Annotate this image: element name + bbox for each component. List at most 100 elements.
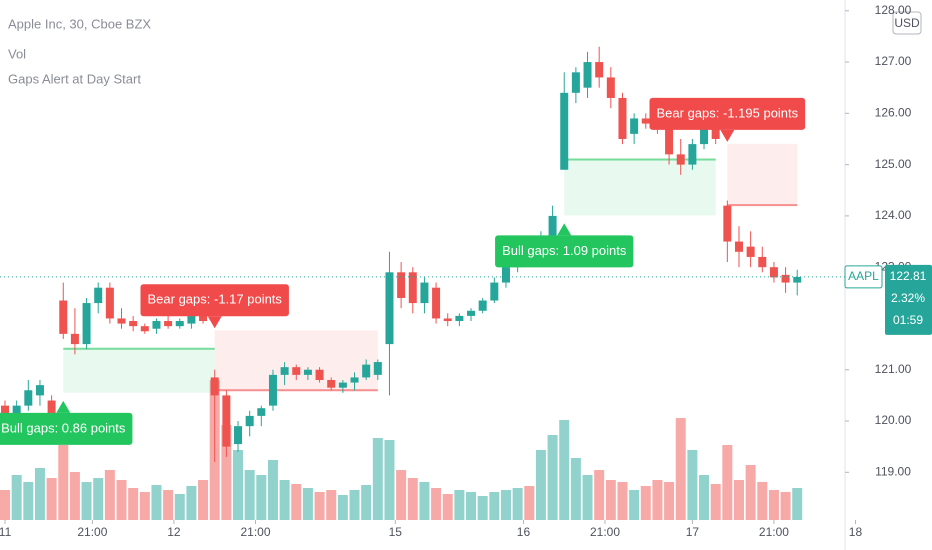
candle-body	[758, 256, 767, 268]
y-tick-label: 120.00	[875, 413, 912, 427]
candle-body	[362, 364, 371, 378]
volume-bar	[489, 492, 500, 520]
x-tick-label: 21:00	[590, 525, 620, 539]
candle-body	[268, 374, 277, 406]
candle-body	[618, 97, 627, 139]
gap-box	[63, 348, 215, 393]
volume-bar	[198, 480, 209, 520]
candle-body	[548, 215, 557, 242]
candle-body	[164, 321, 173, 327]
volume-bar	[792, 488, 803, 520]
volume-bar	[594, 470, 605, 520]
volume-bar	[69, 472, 80, 520]
candle-body	[571, 72, 580, 93]
volume-bar	[768, 490, 779, 520]
volume-bar	[58, 445, 69, 520]
indicator-label: Gaps Alert at Day Start	[8, 71, 141, 86]
candle-body	[583, 62, 592, 88]
gap-label-bg	[495, 235, 634, 268]
volume-bar	[104, 470, 115, 520]
candle-body	[327, 380, 336, 388]
volume-bar	[23, 482, 34, 520]
candle-body	[793, 276, 802, 283]
symbol-tag	[844, 265, 883, 289]
gap-label-bg	[140, 284, 289, 317]
x-tick-label: 16	[517, 525, 531, 539]
volume-bar	[372, 438, 383, 520]
volume-bar	[570, 458, 581, 520]
volume-bar	[745, 465, 756, 520]
gap-label: Bull gaps: 0.86 points	[1, 420, 126, 435]
volume-bar	[361, 485, 372, 520]
volume-bar	[326, 490, 337, 520]
volume-bar	[349, 490, 360, 520]
candle-body	[595, 62, 604, 78]
candle-body	[152, 321, 161, 329]
candle-body	[105, 287, 114, 319]
gap-label-arrow	[56, 400, 71, 413]
candle-body	[303, 369, 312, 375]
candle-body	[199, 313, 208, 322]
volume-bar	[652, 480, 663, 520]
candle-body	[501, 267, 510, 283]
volume-bar	[139, 492, 150, 520]
volume-bar	[186, 486, 197, 520]
candle-body	[35, 385, 44, 396]
candle-body	[338, 382, 347, 388]
candle-body	[455, 315, 464, 322]
candle-body	[676, 154, 685, 165]
volume-bar	[780, 492, 791, 520]
volume-bar	[34, 468, 45, 520]
gap-label-bg	[649, 97, 806, 130]
volume-bar	[337, 495, 348, 520]
candle-body	[478, 300, 487, 311]
volume-bar	[314, 492, 325, 520]
y-tick-label: 125.00	[875, 157, 912, 171]
volume-bar	[291, 484, 302, 520]
gap-label: Bear gaps: -1.17 points	[148, 292, 283, 307]
candle-body	[234, 426, 243, 445]
candle-body	[373, 362, 382, 375]
volume-bar	[419, 482, 430, 520]
candle-body	[665, 113, 674, 155]
volume-bar	[396, 470, 407, 520]
volume-bar	[500, 490, 511, 520]
candle-body	[734, 241, 743, 252]
price-tag-value: 122.81	[890, 269, 927, 283]
candle-body	[490, 282, 499, 301]
x-tick-label: 21:00	[77, 525, 107, 539]
volume-bar	[675, 418, 686, 520]
candle-body	[175, 321, 184, 327]
volume-bar	[233, 450, 244, 520]
candle-body	[700, 128, 709, 145]
y-tick-label: 121.00	[875, 362, 912, 376]
gap-label-arrow	[720, 129, 735, 142]
candle-body	[280, 367, 289, 375]
candle-body	[245, 415, 254, 427]
volume-bar	[442, 494, 453, 520]
volume-bar	[93, 478, 104, 520]
candle-body	[187, 313, 196, 324]
candle-body	[723, 205, 732, 242]
price-tag-change: 2.32%	[891, 291, 925, 305]
candle-body	[385, 272, 394, 345]
x-tick-label: 17	[686, 525, 700, 539]
gap-box	[564, 159, 716, 216]
candle-body	[420, 282, 429, 304]
candle-body	[94, 287, 103, 304]
currency-button[interactable]	[892, 11, 922, 35]
candle-body	[467, 310, 476, 316]
volume-bar	[128, 488, 139, 520]
gap-label: Bear gaps: -1.195 points	[657, 105, 799, 120]
currency-label: USD	[894, 16, 920, 30]
candle-body	[769, 267, 778, 278]
candle-body	[24, 390, 33, 406]
candle-body	[711, 126, 720, 139]
candle-body	[397, 272, 406, 298]
price-tag	[885, 264, 932, 335]
x-tick-label: 12	[167, 525, 181, 539]
candle-body	[560, 92, 569, 170]
candle-body	[140, 326, 149, 332]
candle-body	[432, 287, 441, 319]
